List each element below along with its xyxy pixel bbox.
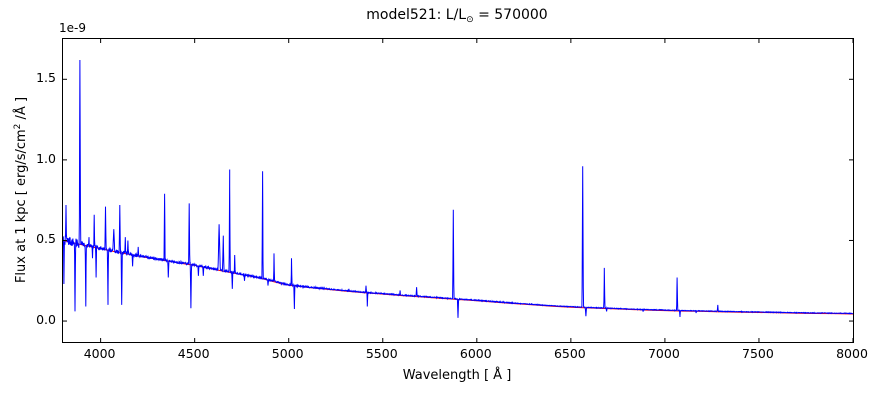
y-axis-label: Flux at 1 kpc [ erg/s/cm2 /Å ] xyxy=(13,96,29,284)
x-tick-label: 4500 xyxy=(177,346,210,361)
y-tick-label: 0.5 xyxy=(36,231,56,247)
x-axis-label: Wavelength [ Å ] xyxy=(402,368,512,383)
y-axis-offset-text: 1e-9 xyxy=(59,21,86,35)
x-tick-label: 5500 xyxy=(365,346,398,361)
x-tick-label: 7000 xyxy=(647,346,680,361)
solar-symbol: ⊙ xyxy=(466,15,474,25)
y-tick-label: 1.0 xyxy=(36,150,56,166)
plot-title: model521: L/L⊙ = 570000 xyxy=(62,7,852,25)
x-tick-label: 8000 xyxy=(836,346,868,361)
x-tick-label: 6500 xyxy=(553,346,586,361)
plot-canvas xyxy=(63,39,853,342)
x-tick-label: 7500 xyxy=(742,346,774,361)
y-tick-label: 0.0 xyxy=(36,312,56,328)
x-tick-label: 6000 xyxy=(459,346,492,361)
axes xyxy=(62,38,854,343)
plot-title-value: = 570000 xyxy=(473,7,548,23)
y-tick-label: 1.5 xyxy=(36,70,56,86)
x-tick-label: 5000 xyxy=(271,346,304,361)
spectrum-line xyxy=(63,59,853,318)
x-tick-label: 4000 xyxy=(83,346,116,361)
plot-title-text: model521: L/L xyxy=(366,7,467,23)
